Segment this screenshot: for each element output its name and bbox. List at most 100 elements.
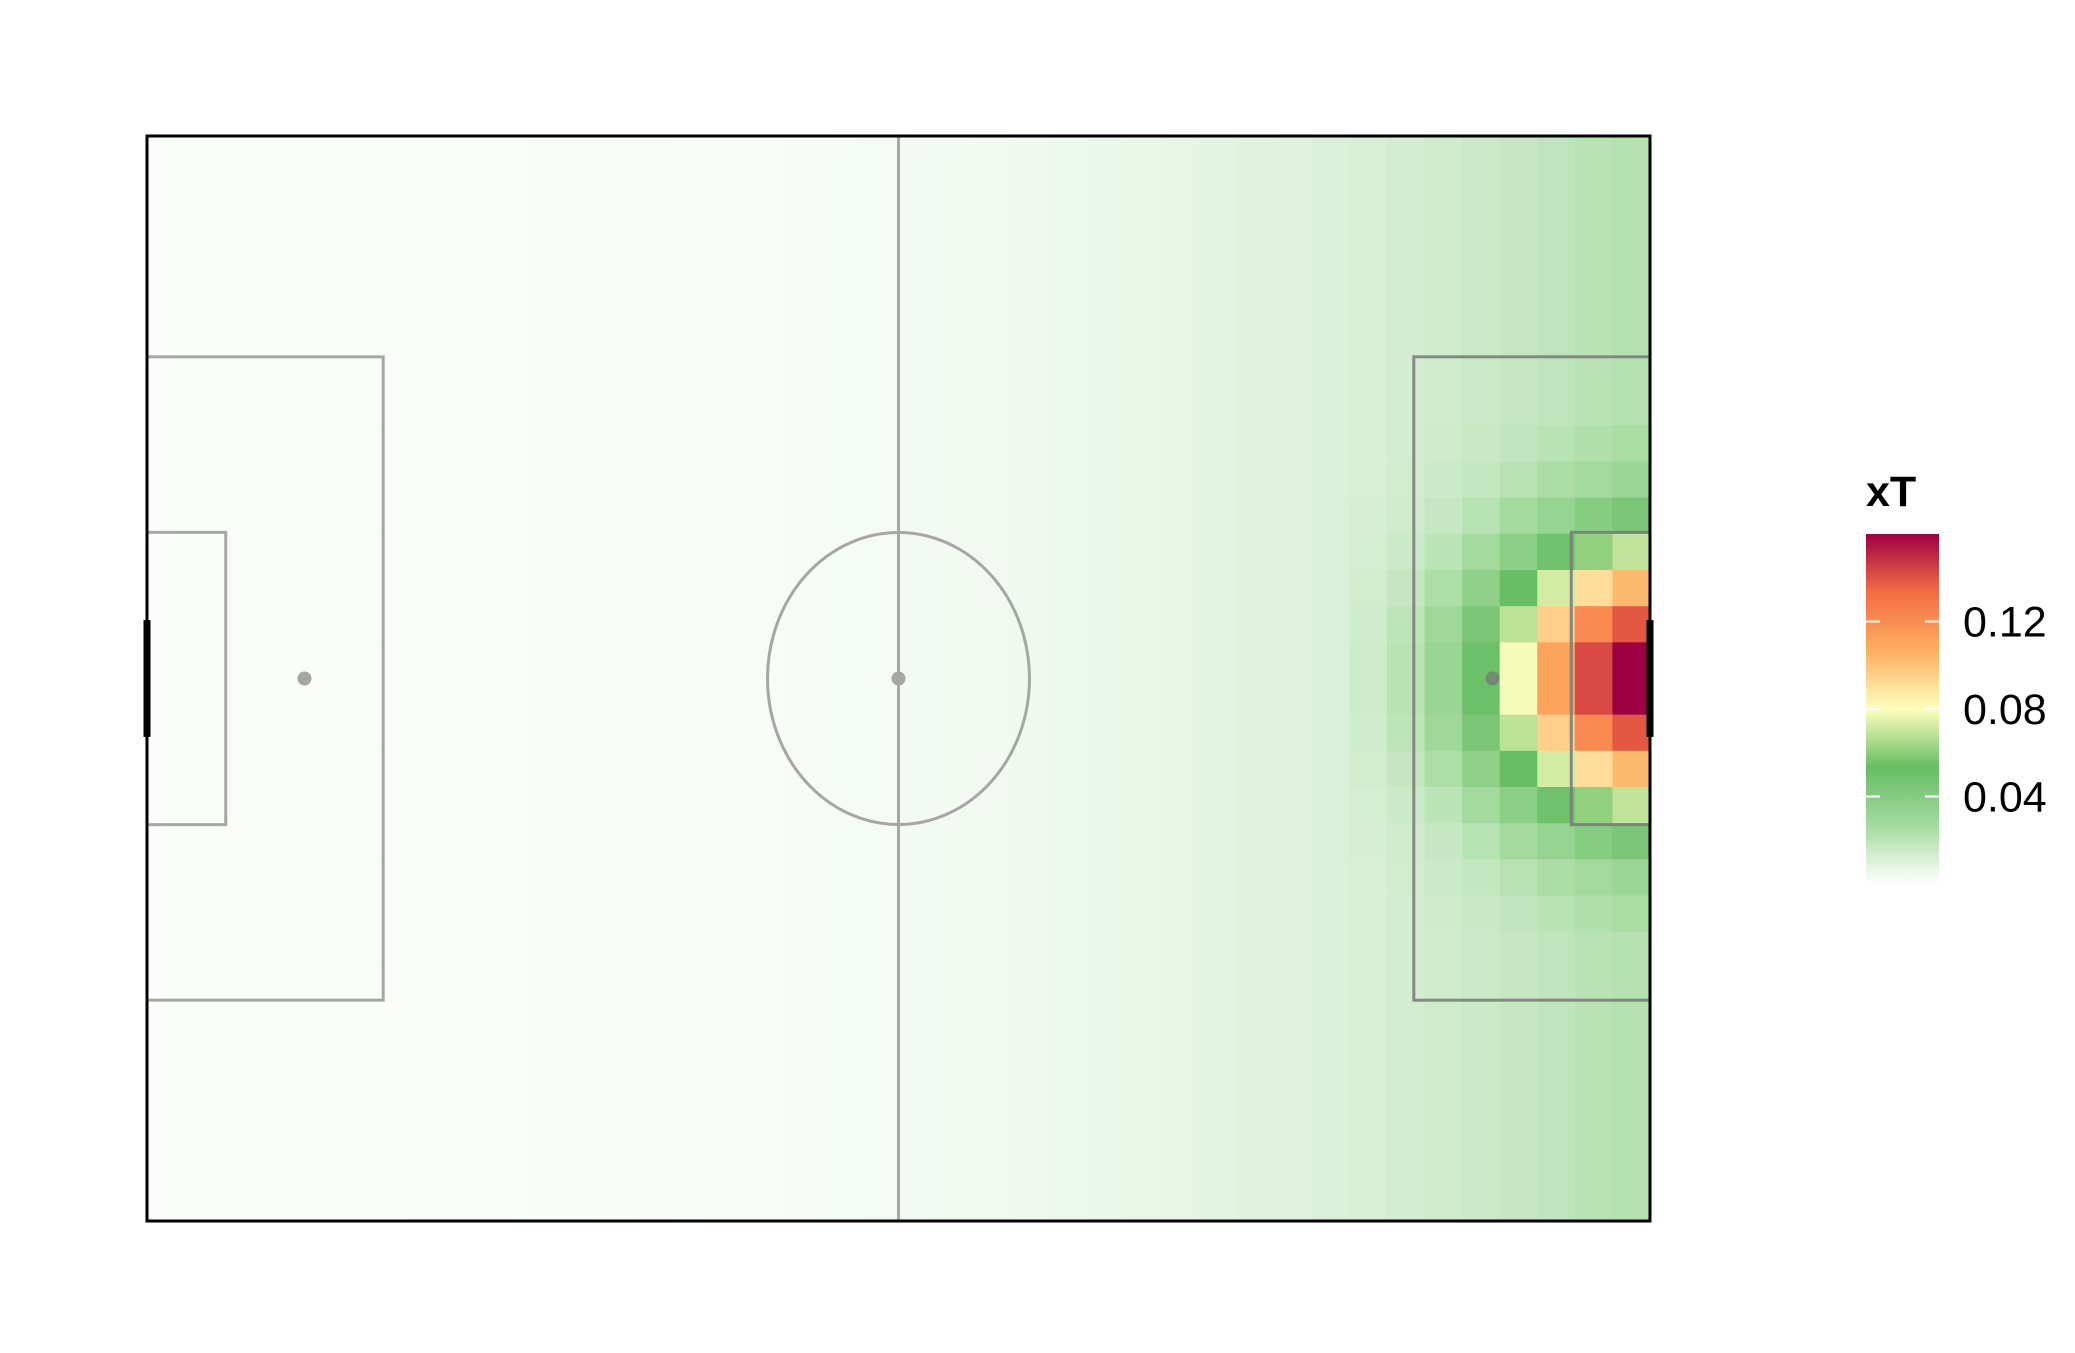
heatmap-cell bbox=[259, 389, 298, 426]
heatmap-cell bbox=[936, 1076, 975, 1114]
heatmap-cell bbox=[147, 1112, 186, 1150]
heatmap-cell bbox=[522, 208, 561, 246]
heatmap-cell bbox=[1274, 533, 1313, 571]
heatmap-cell bbox=[748, 1112, 787, 1150]
heatmap-cell bbox=[823, 1148, 862, 1186]
heatmap-cell bbox=[297, 606, 336, 643]
heatmap-cell bbox=[1499, 714, 1538, 752]
heatmap-cell bbox=[447, 1076, 486, 1114]
heatmap-cell bbox=[1386, 606, 1426, 643]
heatmap-cell bbox=[785, 1040, 824, 1077]
heatmap-cell bbox=[1386, 642, 1426, 680]
heatmap-cell bbox=[1386, 1004, 1426, 1041]
heatmap-cell bbox=[1311, 823, 1350, 860]
heatmap-cell bbox=[898, 389, 937, 426]
heatmap-cell bbox=[1236, 642, 1275, 680]
heatmap-cell bbox=[785, 895, 824, 933]
heatmap-cell bbox=[860, 280, 900, 318]
heatmap-cell bbox=[447, 280, 486, 318]
heatmap-cell bbox=[560, 823, 599, 860]
heatmap-cell bbox=[1349, 931, 1388, 969]
heatmap-cell bbox=[1386, 787, 1426, 824]
heatmap-cell bbox=[860, 1148, 900, 1186]
heatmap-cell bbox=[1086, 714, 1125, 752]
heatmap-cell bbox=[785, 642, 824, 680]
heatmap-cell bbox=[1537, 859, 1576, 897]
heatmap-cell bbox=[673, 606, 712, 643]
heatmap-cell bbox=[184, 461, 223, 499]
heatmap-cell bbox=[1236, 208, 1275, 246]
heatmap-cell bbox=[785, 316, 824, 354]
heatmap-cell bbox=[410, 1076, 449, 1114]
heatmap-cell bbox=[1161, 1112, 1200, 1150]
heatmap-cell bbox=[485, 280, 524, 318]
heatmap-cell bbox=[1199, 714, 1238, 752]
heatmap-cell bbox=[1574, 787, 1614, 824]
heatmap-cell bbox=[1612, 750, 1651, 788]
heatmap-cell bbox=[973, 895, 1012, 933]
heatmap-cell bbox=[860, 533, 900, 571]
heatmap-cell bbox=[673, 1076, 712, 1114]
heatmap-cell bbox=[710, 533, 749, 571]
heatmap-cell bbox=[1499, 678, 1538, 716]
heatmap-cell bbox=[973, 316, 1012, 354]
heatmap-cell bbox=[1199, 353, 1238, 390]
heatmap-cell bbox=[297, 1112, 336, 1150]
heatmap-cell bbox=[973, 389, 1012, 426]
heatmap-cell bbox=[259, 642, 298, 680]
heatmap-cell bbox=[1199, 1040, 1238, 1077]
heatmap-cell bbox=[522, 606, 561, 643]
heatmap-cell bbox=[410, 1004, 449, 1041]
heatmap-cell bbox=[1424, 931, 1463, 969]
heatmap-cell bbox=[1274, 172, 1313, 209]
heatmap-cell bbox=[1274, 1112, 1313, 1150]
heatmap-cell bbox=[860, 823, 900, 860]
heatmap-cell bbox=[259, 208, 298, 246]
heatmap-cell bbox=[1199, 750, 1238, 788]
heatmap-cell bbox=[1274, 642, 1313, 680]
heatmap-cell bbox=[973, 1076, 1012, 1114]
heatmap-cell bbox=[259, 570, 298, 607]
heatmap-cell bbox=[1123, 642, 1163, 680]
heatmap-cell bbox=[485, 967, 524, 1005]
heatmap-cell bbox=[184, 859, 223, 897]
heatmap-cell bbox=[1349, 823, 1388, 860]
heatmap-cell bbox=[936, 570, 975, 607]
heatmap-cell bbox=[259, 136, 298, 173]
heatmap-cell bbox=[1048, 461, 1087, 499]
heatmap-cell bbox=[1574, 967, 1614, 1005]
heatmap-cell bbox=[560, 1112, 599, 1150]
heatmap-cell bbox=[748, 425, 787, 463]
heatmap-cell bbox=[222, 353, 261, 390]
heatmap-cell bbox=[635, 787, 674, 824]
heatmap-cell bbox=[372, 823, 411, 860]
heatmap-cell bbox=[1574, 1076, 1614, 1114]
heatmap-cell bbox=[372, 895, 411, 933]
heatmap-cell bbox=[1011, 1004, 1050, 1041]
heatmap-cell bbox=[748, 823, 787, 860]
heatmap-cell bbox=[1311, 967, 1350, 1005]
heatmap-cell bbox=[1199, 606, 1238, 643]
heatmap-cell bbox=[860, 895, 900, 933]
heatmap-cell bbox=[1612, 1184, 1651, 1222]
heatmap-cell bbox=[1048, 280, 1087, 318]
heatmap-cell bbox=[936, 316, 975, 354]
heatmap-cell bbox=[222, 208, 261, 246]
heatmap-cell bbox=[1537, 750, 1576, 788]
heatmap-cell bbox=[597, 1184, 637, 1222]
heatmap-cell bbox=[259, 859, 298, 897]
heatmap-cell bbox=[1424, 787, 1463, 824]
heatmap-cell bbox=[1123, 208, 1163, 246]
heatmap-cell bbox=[635, 606, 674, 643]
heatmap-cell bbox=[710, 1004, 749, 1041]
heatmap-cell bbox=[410, 606, 449, 643]
heatmap-cell bbox=[823, 895, 862, 933]
heatmap-cell bbox=[334, 895, 374, 933]
heatmap-cell bbox=[1386, 859, 1426, 897]
heatmap-cell bbox=[1236, 280, 1275, 318]
heatmap-cell bbox=[372, 389, 411, 426]
heatmap-cell bbox=[560, 425, 599, 463]
heatmap-cell bbox=[1499, 280, 1538, 318]
heatmap-cell bbox=[1086, 316, 1125, 354]
heatmap-cell bbox=[1424, 425, 1463, 463]
